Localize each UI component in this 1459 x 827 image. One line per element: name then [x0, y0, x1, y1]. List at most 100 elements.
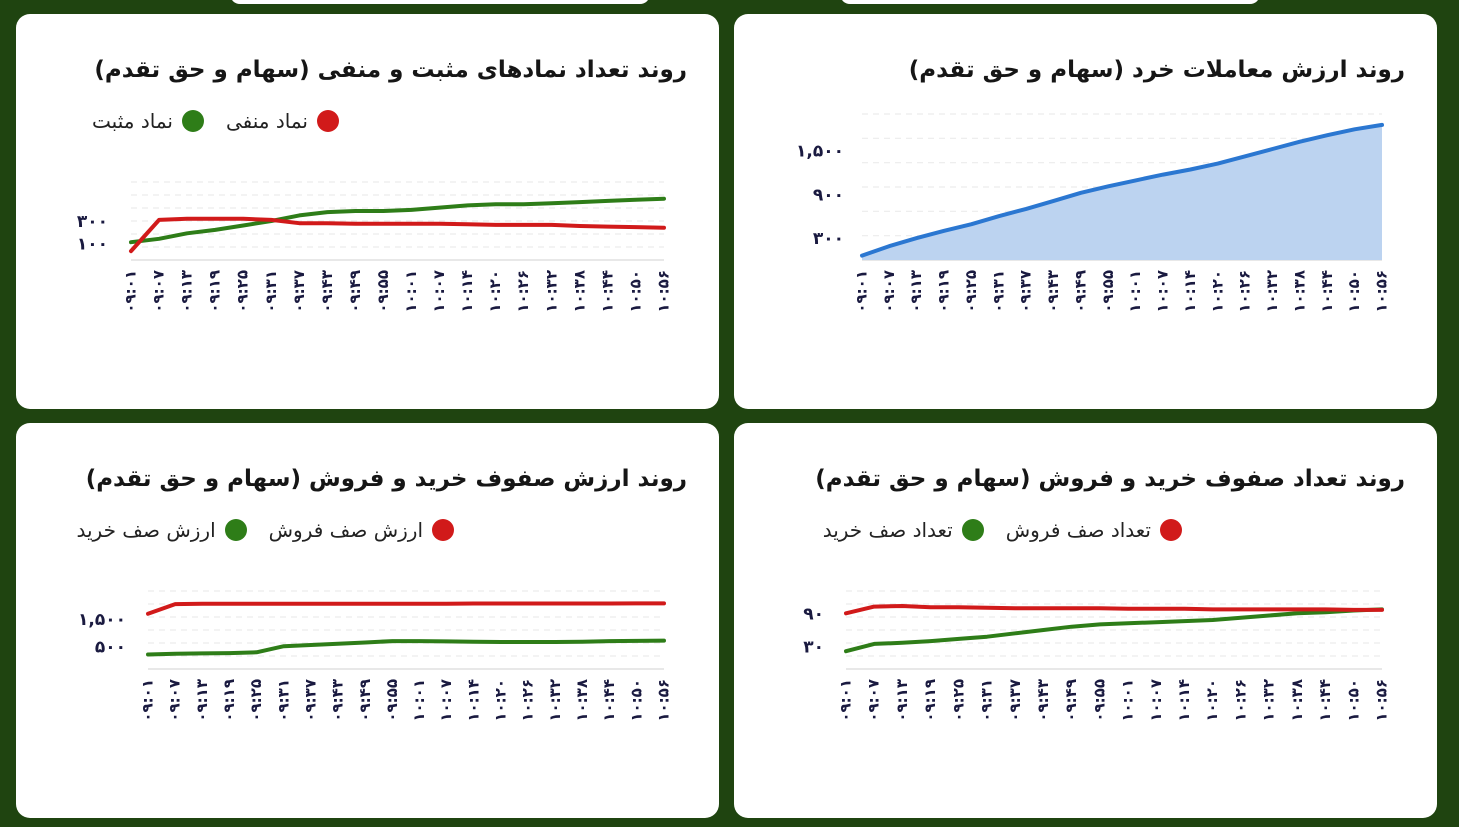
data-point: [1268, 614, 1270, 617]
data-point: [147, 653, 149, 656]
data-point: [1099, 607, 1101, 610]
legend-item-negative: نماد منفی: [226, 109, 339, 133]
data-point: [581, 602, 584, 605]
data-point: [1296, 612, 1299, 615]
x-tick-label: ۰۹:۳۱: [978, 679, 996, 722]
series-line-0: [146, 638, 666, 657]
data-point: [1155, 608, 1158, 610]
data-point: [494, 203, 497, 206]
data-point: [1352, 609, 1355, 611]
data-point: [500, 602, 502, 605]
x-tick-label: ۱۰:۳۲: [542, 270, 560, 313]
x-tick-label: ۰۹:۳۷: [290, 270, 308, 313]
data-point: [500, 641, 502, 643]
data-point: [466, 204, 469, 207]
data-point: [663, 197, 665, 200]
data-point: [527, 641, 530, 643]
data-point: [554, 641, 557, 643]
data-point: [445, 640, 448, 643]
data-point: [1042, 607, 1045, 610]
data-point: [1189, 168, 1192, 171]
data-point: [282, 602, 285, 605]
data-point: [354, 210, 357, 212]
data-point: [1353, 128, 1356, 131]
data-point: [391, 602, 394, 605]
data-point: [608, 640, 611, 642]
x-tick-label: ۱۰:۵۶: [655, 679, 673, 722]
card-queue-value: روند ارزش صفوف خرید و فروش (سهام و حق تق…: [16, 423, 719, 818]
x-tick-label: ۱۰:۰۱: [402, 270, 420, 313]
x-tick-label: ۱۰:۰۱: [410, 679, 428, 722]
legend: ارزش صف فروش ارزش صف خرید: [76, 518, 454, 542]
x-tick-label: ۱۰:۲۶: [514, 270, 532, 313]
data-point: [1381, 124, 1383, 126]
data-point: [1107, 185, 1110, 188]
x-tick-label: ۰۹:۲۵: [962, 270, 980, 313]
data-point: [391, 640, 394, 642]
x-tick-label: ۱۰:۲۰: [1203, 679, 1221, 722]
data-point: [130, 241, 132, 243]
x-tick-label: ۰۹:۰۷: [865, 679, 883, 722]
x-tick-label: ۰۹:۴۹: [1062, 679, 1080, 722]
legend-item-sell-value: ارزش صف فروش: [269, 518, 454, 542]
x-tick-label: ۰۹:۳۷: [1006, 679, 1024, 722]
y-tick-label: ۳۰۰: [77, 212, 108, 232]
chart-svg: ۳۰ ۹۰ ۰۹:۰۱ ۰۹:۰۷ ۰۹:۱۳ ۰۹:۱۹ ۰۹:۲۵ ۰۹:۳۱ ۰۹:۳۷ ۰…: [803, 590, 1391, 722]
x-tick-label: ۱۰:۳۸: [573, 679, 591, 722]
data-point: [636, 640, 638, 642]
data-point: [1183, 620, 1186, 622]
data-point: [337, 642, 339, 645]
x-tick-label: ۱۰:۲۰: [486, 270, 504, 313]
series-line-0: [129, 196, 666, 245]
x-tick-label: ۱۰:۳۲: [1260, 679, 1278, 722]
legend-item-sell: تعداد صف فروش: [1006, 518, 1182, 542]
legend-label-positive: نماد مثبت: [92, 109, 173, 133]
data-point: [466, 223, 469, 226]
data-point: [130, 250, 132, 252]
data-point: [445, 602, 448, 605]
data-point: [158, 219, 160, 221]
x-tick-label: ۰۹:۰۱: [122, 270, 140, 313]
x-tick-label: ۱۰:۰۷: [437, 679, 455, 722]
card-queue-count: روند تعداد صفوف خرید و فروش (سهام و حق ت…: [734, 423, 1437, 818]
data-point: [270, 219, 273, 221]
data-point: [201, 603, 204, 605]
x-tick-label: ۱۰:۴۴: [598, 270, 616, 313]
x-tick-label: ۱۰:۳۲: [546, 679, 564, 722]
legend-label-negative: نماد منفی: [225, 109, 308, 133]
data-point: [663, 602, 665, 605]
data-point: [1014, 632, 1017, 635]
data-point: [1162, 173, 1164, 176]
data-point: [581, 640, 584, 643]
data-point: [636, 602, 638, 605]
data-point: [1216, 162, 1219, 165]
x-tick-label: ۱۰:۵۶: [1373, 679, 1391, 722]
x-tick-label: ۰۹:۵۵: [374, 270, 392, 313]
x-tick-label: ۱۰:۰۱: [1126, 270, 1144, 313]
x-tick-label: ۱۰:۲۰: [1208, 270, 1226, 313]
x-tick-label: ۰۹:۱۹: [220, 679, 238, 722]
data-point: [186, 217, 188, 220]
data-point: [986, 606, 988, 609]
x-tick-label: ۰۹:۴۹: [346, 270, 364, 313]
data-point: [986, 635, 988, 638]
data-point: [382, 222, 385, 225]
chart-svg: ۳۰۰ ۹۰۰ ۱,۵۰۰ ۰۹:۰۱ ۰۹:۰۷ ۰۹:۱۳ ۰۹:۱۹ ۰۹:۲۵ ۰۹:۳…: [796, 113, 1391, 313]
data-point: [1299, 140, 1301, 143]
data-point: [382, 210, 385, 212]
card-stub: [840, 0, 1260, 4]
x-tick-label: ۱۰:۲۶: [1236, 270, 1254, 313]
x-tick-label: ۰۹:۵۵: [1099, 270, 1117, 313]
legend: نماد منفی نماد مثبت: [92, 109, 339, 133]
x-tick-label: ۱۰:۰۷: [1154, 270, 1172, 313]
series-line-0: [844, 607, 1384, 654]
data-point: [663, 639, 665, 642]
data-point: [554, 602, 557, 605]
x-tick-label: ۰۹:۱۹: [921, 679, 939, 722]
x-tick-label: ۱۰:۲۰: [492, 679, 510, 722]
y-tick-label: ۳۰۰: [813, 229, 844, 249]
y-tick-label: ۱۰۰: [77, 234, 108, 254]
data-point: [958, 606, 960, 608]
series-line-1: [844, 604, 1384, 616]
x-tick-label: ۰۹:۱۳: [193, 679, 211, 722]
